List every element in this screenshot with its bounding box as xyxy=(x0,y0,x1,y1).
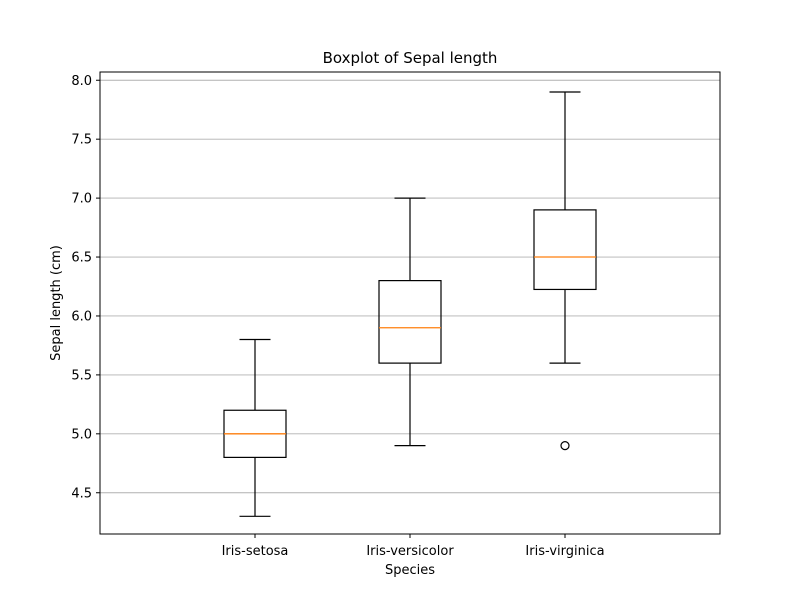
chart-title: Boxplot of Sepal length xyxy=(323,49,498,67)
x-axis-label: Species xyxy=(385,563,435,578)
x-tick-label: Iris-setosa xyxy=(222,544,289,559)
y-tick-label: 7.0 xyxy=(71,192,92,207)
x-tick-label: Iris-virginica xyxy=(525,544,604,559)
y-tick-label: 5.5 xyxy=(71,368,92,383)
iqr-box xyxy=(533,209,597,291)
y-tick-label: 6.5 xyxy=(71,251,92,266)
box-group xyxy=(533,91,597,451)
y-tick-label: 4.5 xyxy=(71,486,92,501)
y-tick-label: 7.5 xyxy=(71,133,92,148)
box-group xyxy=(378,197,442,447)
y-axis-ticks: 4.5 5.0 5.5 6.0 6.5 7.0 7.5 8.0 xyxy=(71,74,100,501)
box-group xyxy=(223,338,287,517)
y-axis-label: Sepal length (cm) xyxy=(49,245,64,361)
x-axis-ticks: Iris-setosa Iris-versicolor Iris-virginica xyxy=(222,534,605,559)
box-layer xyxy=(223,91,597,517)
y-tick-label: 5.0 xyxy=(71,427,92,442)
outlier-point xyxy=(560,441,570,451)
x-tick-label: Iris-versicolor xyxy=(366,544,454,559)
iqr-box xyxy=(378,280,442,364)
plot-frame xyxy=(99,71,721,535)
y-tick-label: 6.0 xyxy=(71,309,92,324)
y-tick-label: 8.0 xyxy=(71,74,92,89)
